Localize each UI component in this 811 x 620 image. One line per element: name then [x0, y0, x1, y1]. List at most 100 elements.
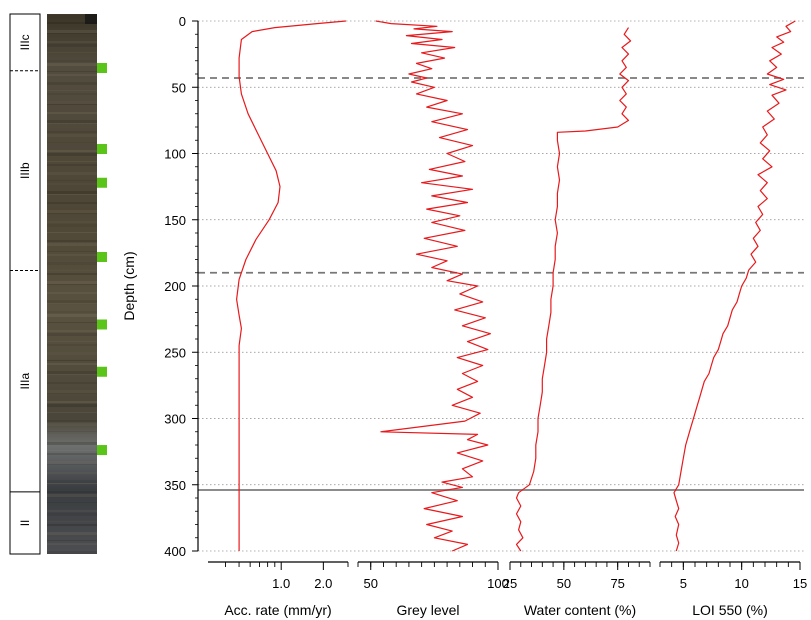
core-photo-band	[47, 461, 97, 464]
core-photo-band	[47, 180, 97, 181]
panel-acc_rate: 1.0 2.0 Acc. rate (mm/yr)	[208, 20, 349, 618]
core-photo-band	[47, 44, 97, 47]
core-photo-band	[47, 292, 97, 294]
core-photo-band	[47, 104, 97, 105]
core-photo-band	[47, 532, 97, 535]
core-photo-band	[47, 510, 97, 512]
core-photo-band	[47, 251, 97, 252]
core-photo-band	[47, 464, 97, 465]
unit-label-ii: II	[18, 520, 32, 527]
core-photo-band	[47, 491, 97, 493]
sample-marker	[97, 177, 107, 188]
core-photo-band	[47, 273, 97, 275]
core-photo-band	[47, 153, 97, 156]
core-photo-band	[47, 420, 97, 422]
core-photo-band	[47, 300, 97, 303]
core-photo-band	[47, 341, 97, 342]
core-photo-band	[47, 480, 97, 483]
core-photo-band	[47, 404, 97, 407]
core-photo-band	[47, 14, 97, 15]
sample-marker	[97, 366, 107, 377]
unit-label-iiic: IIIc	[18, 34, 32, 50]
x-tick-label: 1.0	[272, 576, 290, 591]
core-photo-band	[47, 303, 97, 304]
core-photo-band	[47, 101, 97, 104]
core-photo-band	[47, 172, 97, 175]
core-photo-band	[47, 63, 97, 66]
x-tick-label: 75	[610, 576, 624, 591]
sample-marker	[97, 319, 107, 330]
core-photo-band	[47, 123, 97, 124]
core-photo-band	[47, 71, 97, 72]
panel-loi_550: 5 10 15 LOI 550 (%)	[659, 20, 807, 618]
core-photo-band	[47, 524, 97, 526]
core-photo-band	[47, 210, 97, 213]
x-tick-label: 10	[734, 576, 748, 591]
core-photo-band	[47, 284, 97, 285]
core-photo-band	[47, 442, 97, 445]
x-axis-title: Grey level	[396, 602, 459, 618]
core-photo-band	[47, 371, 97, 374]
series-line-loi_550	[673, 20, 796, 552]
sample-marker	[97, 144, 107, 154]
core-photo-band	[47, 521, 97, 522]
core-photo-band	[47, 131, 97, 133]
core-photo-band	[47, 161, 97, 162]
depth-tick-label: 350	[164, 478, 186, 493]
core-photo-band	[47, 164, 97, 166]
core-photo-band	[47, 213, 97, 214]
core-photo-band	[47, 93, 97, 95]
series-line-acc_rate	[236, 20, 346, 551]
core-photo-band	[47, 543, 97, 545]
core-photo-band	[47, 434, 97, 436]
core-photo-band	[47, 551, 97, 554]
core-photo-band	[47, 232, 97, 233]
core-photo-band	[47, 390, 97, 393]
depth-grid	[198, 20, 804, 552]
unit-boundaries	[198, 77, 804, 492]
core-photo-band	[47, 194, 97, 195]
core-photo-band	[47, 393, 97, 394]
core-photo-band	[47, 412, 97, 413]
x-axis-title: Water content (%)	[524, 602, 636, 618]
core-photo-band	[47, 360, 97, 361]
panel-grey_level: 50 100 Grey level	[357, 20, 509, 618]
core-photo-band	[47, 33, 97, 34]
x-tick-label: 100	[487, 576, 509, 591]
core-photo-band	[47, 52, 97, 53]
core-photo-band	[47, 90, 97, 91]
core-photo-band	[47, 240, 97, 242]
depth-axis: 0 50 100 150 200 250 300 350 400 Depth (cm)	[121, 14, 199, 559]
core-photo-band	[47, 22, 97, 24]
core-photo-band	[47, 120, 97, 123]
core-photo-band	[47, 333, 97, 336]
depth-tick-label: 0	[179, 14, 186, 29]
core-photo-band	[47, 322, 97, 323]
core-photo-band	[47, 74, 97, 76]
x-axis-title: LOI 550 (%)	[692, 602, 767, 618]
core-photo-band	[47, 82, 97, 85]
core-photo-band	[47, 183, 97, 185]
core-photo-band	[47, 401, 97, 403]
core-photo-band	[47, 483, 97, 484]
core-photo-band	[47, 330, 97, 332]
core-photo-band	[47, 243, 97, 246]
unit-column-frame	[9, 13, 41, 555]
core-photo-band	[47, 450, 97, 451]
unit-label-iiib: IIIb	[18, 162, 32, 179]
depth-tick-label: 50	[172, 80, 186, 95]
core-photo-band	[85, 14, 97, 24]
x-tick-label: 5	[680, 576, 687, 591]
core-photo-band	[47, 494, 97, 497]
core-photo-band	[47, 382, 97, 384]
depth-tick-label: 300	[164, 412, 186, 427]
core-photo-band	[47, 142, 97, 143]
core-photo-band	[47, 311, 97, 313]
core-photo-band	[47, 134, 97, 137]
core-photo-band	[47, 221, 97, 223]
sample-marker	[97, 63, 107, 73]
depth-tick-label: 150	[164, 213, 186, 228]
series-line-grey_level	[375, 20, 491, 552]
x-tick-label: 2.0	[314, 576, 332, 591]
